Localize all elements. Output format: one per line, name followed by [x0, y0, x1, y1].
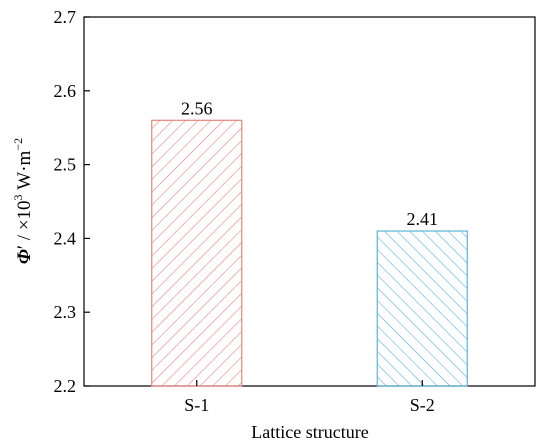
data-label-s-1: 2.56: [181, 98, 213, 118]
bar-s-2: [376, 230, 468, 387]
bar-s-1: [151, 119, 243, 387]
y-axis-title: Φ′ / ×103 W·m−2: [11, 138, 35, 264]
x-axis-title: Lattice structure: [251, 422, 368, 442]
data-labels-layer: 2.56 2.41: [181, 98, 438, 229]
data-label-s-2: 2.41: [407, 209, 439, 229]
x-axis: S-1 S-2: [184, 380, 435, 415]
y-axis-exp: 3: [11, 194, 25, 200]
bars-layer: [151, 119, 468, 387]
plot-frame: [83, 16, 536, 387]
y-axis-unit-prefix: / ×10: [14, 200, 35, 245]
y-axis: 2.2 2.3 2.4 2.5 2.6 2.7: [54, 7, 90, 396]
y-tick-label: 2.4: [54, 228, 77, 248]
y-tick-label: 2.2: [54, 376, 77, 396]
y-tick-label: 2.5: [54, 155, 77, 175]
y-axis-unit: W·m: [14, 150, 35, 194]
y-axis-symbol: Φ: [14, 249, 35, 264]
y-tick-label: 2.3: [54, 302, 77, 322]
x-tick-label-s-2: S-2: [410, 395, 435, 415]
y-tick-label: 2.7: [54, 7, 77, 27]
x-tick-label-s-1: S-1: [184, 395, 209, 415]
y-axis-prime: ′: [14, 245, 35, 249]
y-axis-unit-exp: −2: [11, 138, 25, 151]
y-tick-label: 2.6: [54, 81, 77, 101]
